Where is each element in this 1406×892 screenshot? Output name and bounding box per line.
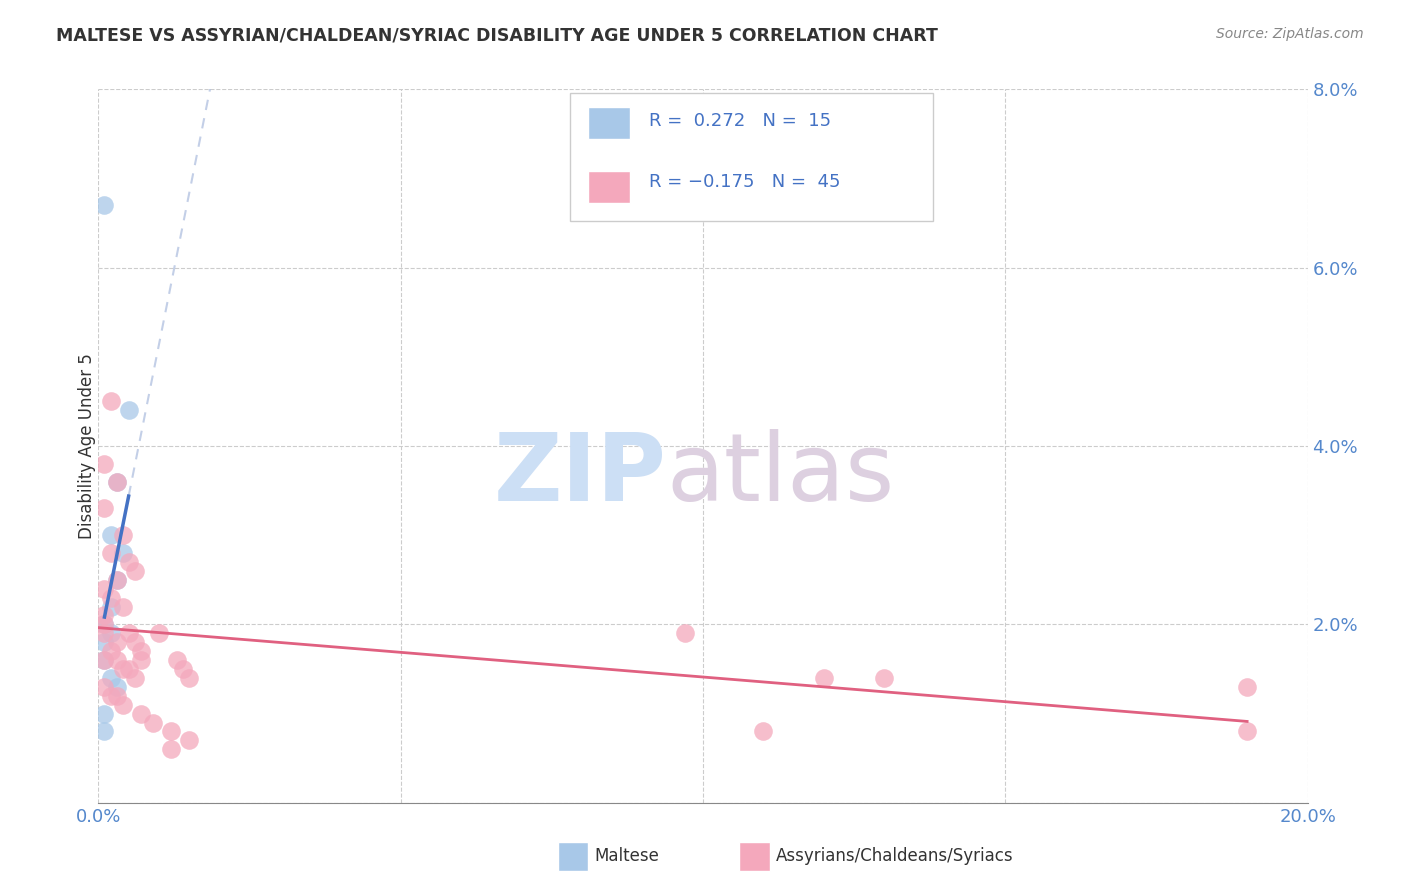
Point [93,653,115,667]
Point [1236,680,1258,694]
Point [100,644,122,658]
Point [105,635,128,649]
Point [93,501,115,516]
Point [111,662,134,676]
Point [148,626,170,640]
Point [111,698,134,712]
Bar [588,171,630,203]
Point [752,724,775,739]
Point [100,528,122,542]
Point [93,653,115,667]
Text: R = −0.175   N =  45: R = −0.175 N = 45 [648,173,841,191]
Bar [740,842,769,871]
Point [129,644,152,658]
Point [124,635,146,649]
Point [93,457,115,471]
Text: ZIP: ZIP [494,428,666,521]
Bar [588,107,630,139]
Point [93,198,115,212]
Y-axis label: Disability Age Under 5: Disability Age Under 5 [79,353,96,539]
Point [105,573,128,587]
Text: Source: ZipAtlas.com: Source: ZipAtlas.com [1216,27,1364,41]
Point [129,706,152,721]
Point [100,394,122,409]
Point [111,599,134,614]
Point [100,591,122,605]
Point [105,680,128,694]
Point [100,689,122,703]
Point [93,706,115,721]
Point [93,617,115,632]
Point [93,582,115,596]
Point [100,599,122,614]
Point [118,662,141,676]
Text: MALTESE VS ASSYRIAN/CHALDEAN/SYRIAC DISABILITY AGE UNDER 5 CORRELATION CHART: MALTESE VS ASSYRIAN/CHALDEAN/SYRIAC DISA… [56,27,938,45]
FancyBboxPatch shape [569,93,932,221]
Point [105,475,128,489]
Point [1236,724,1258,739]
Point [160,742,183,756]
Point [105,475,128,489]
Point [129,653,152,667]
Text: R =  0.272   N =  15: R = 0.272 N = 15 [648,112,831,130]
Text: Assyrians/Chaldeans/Syriacs: Assyrians/Chaldeans/Syriacs [776,847,1014,865]
Point [93,608,115,623]
Point [160,724,183,739]
Point [105,573,128,587]
Point [100,671,122,685]
Point [111,528,134,542]
Point [673,626,696,640]
Point [93,617,115,632]
Point [124,564,146,578]
Point [177,671,201,685]
Point [111,546,134,560]
Point [118,555,141,569]
Point [105,689,128,703]
Point [813,671,835,685]
Point [142,715,165,730]
Point [100,626,122,640]
Point [172,662,194,676]
Point [100,546,122,560]
Point [105,653,128,667]
Point [93,635,115,649]
Point [93,626,115,640]
Point [118,626,141,640]
Bar [558,842,588,871]
Text: Maltese: Maltese [595,847,659,865]
Point [873,671,896,685]
Point [118,403,141,417]
Point [124,671,146,685]
Point [93,724,115,739]
Point [166,653,188,667]
Text: atlas: atlas [666,428,896,521]
Point [93,680,115,694]
Point [177,733,201,747]
